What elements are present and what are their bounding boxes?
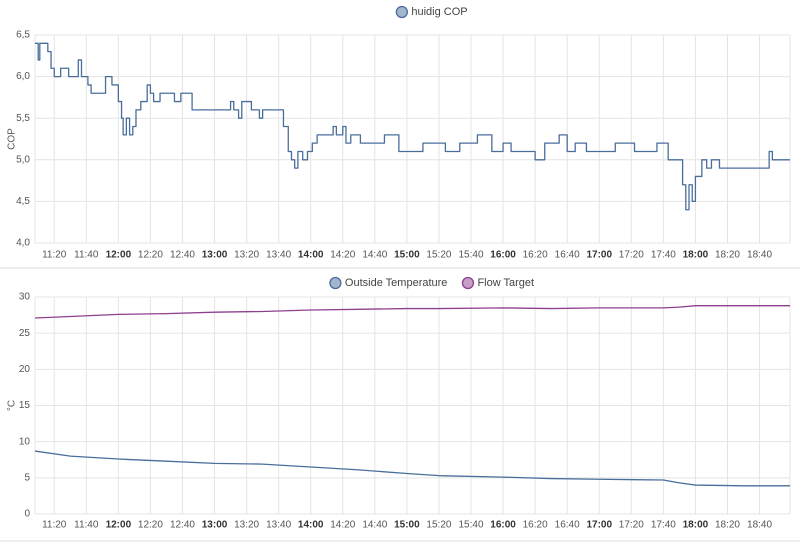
x-tick-label: 17:00	[586, 520, 612, 531]
series-line	[34, 450, 790, 487]
y-tick-label: 5	[24, 472, 30, 483]
x-tick-label: 16:40	[555, 250, 580, 261]
x-tick-label: 15:00	[394, 250, 420, 261]
legend-item[interactable]: Flow Target	[461, 276, 534, 290]
legend-item[interactable]: huidig COP	[395, 5, 468, 19]
legend-swatch	[395, 5, 409, 19]
x-tick-label: 14:00	[298, 250, 324, 261]
x-tick-label: 18:20	[715, 250, 740, 261]
x-tick-label: 17:20	[619, 250, 644, 261]
y-tick-label: 25	[19, 328, 31, 339]
x-tick-label: 16:40	[555, 520, 580, 531]
x-tick-label: 17:40	[651, 250, 676, 261]
x-tick-label: 13:20	[234, 250, 259, 261]
y-tick-label: 4,0	[16, 238, 30, 249]
x-tick-label: 13:40	[266, 250, 291, 261]
x-tick-label: 15:40	[458, 250, 483, 261]
x-tick-label: 12:20	[138, 250, 163, 261]
x-tick-label: 13:00	[202, 250, 228, 261]
legend-swatch	[329, 276, 342, 290]
x-tick-label: 12:40	[170, 250, 195, 261]
legend-label: Flow Target	[477, 277, 534, 289]
series-line	[35, 42, 790, 211]
x-tick-label: 15:20	[426, 250, 451, 261]
x-tick-label: 14:40	[362, 520, 387, 531]
x-tick-label: 14:20	[330, 520, 355, 531]
y-tick-label: 5,0	[16, 154, 30, 165]
x-tick-label: 17:20	[619, 520, 644, 531]
y-tick-label: 20	[19, 364, 31, 375]
y-tick-label: 6,0	[16, 71, 30, 82]
x-tick-label: 18:00	[683, 250, 709, 261]
x-tick-label: 13:00	[202, 520, 228, 531]
x-tick-label: 11:40	[74, 250, 99, 261]
y-tick-label: 5,5	[16, 113, 30, 124]
y-axis-title: COP	[7, 128, 18, 150]
y-tick-label: 4,5	[16, 196, 30, 207]
x-tick-label: 18:00	[683, 520, 709, 531]
y-tick-label: 10	[19, 436, 31, 447]
y-tick-label: 6,5	[16, 30, 30, 41]
x-tick-label: 14:20	[330, 250, 355, 261]
x-tick-label: 14:40	[362, 250, 387, 261]
legend-swatch	[461, 276, 475, 290]
y-tick-label: 0	[24, 509, 30, 520]
x-tick-label: 18:40	[747, 520, 772, 531]
x-tick-label: 14:00	[298, 520, 324, 531]
y-tick-label: 15	[19, 400, 31, 411]
x-tick-label: 12:00	[106, 250, 132, 261]
x-tick-label: 15:40	[458, 520, 483, 531]
x-tick-label: 16:00	[490, 250, 516, 261]
x-tick-label: 13:20	[234, 520, 259, 531]
x-tick-label: 12:40	[170, 520, 195, 531]
x-tick-label: 16:20	[523, 520, 548, 531]
x-tick-label: 16:00	[490, 520, 516, 531]
legend-label: huidig COP	[411, 6, 467, 18]
x-tick-label: 11:20	[42, 250, 67, 261]
legend-item[interactable]: Outside Temperature	[329, 276, 448, 290]
legend-label: Outside Temperature	[345, 277, 448, 289]
x-tick-label: 18:40	[747, 250, 772, 261]
x-tick-label: 17:00	[586, 250, 612, 261]
series-line	[34, 305, 790, 319]
x-tick-label: 11:20	[42, 520, 67, 531]
x-tick-label: 12:20	[138, 520, 163, 531]
x-tick-label: 17:40	[651, 520, 676, 531]
x-tick-label: 16:20	[523, 250, 548, 261]
y-tick-label: 30	[19, 292, 31, 303]
x-tick-label: 18:20	[715, 520, 740, 531]
x-tick-label: 15:20	[426, 520, 451, 531]
y-axis-title: °C	[7, 400, 18, 411]
x-tick-label: 12:00	[106, 520, 132, 531]
x-tick-label: 13:40	[266, 520, 291, 531]
x-tick-label: 15:00	[394, 520, 420, 531]
x-tick-label: 11:40	[74, 520, 99, 531]
